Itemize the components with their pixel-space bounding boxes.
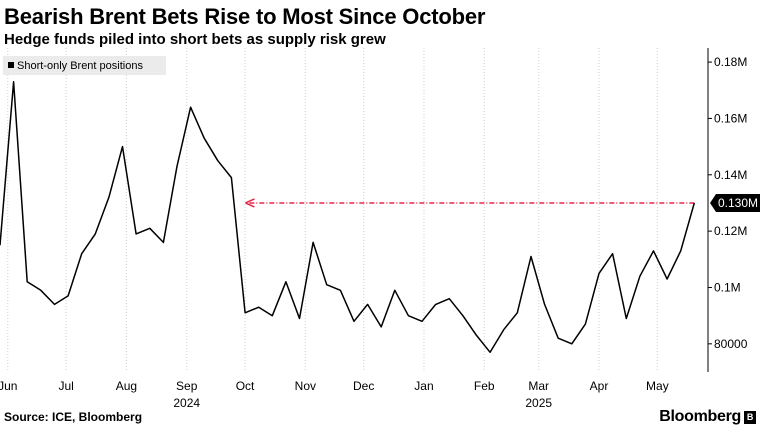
legend-label: Short-only Brent positions <box>17 60 143 72</box>
series-layer <box>0 81 696 354</box>
y-tick-label: 0.16M <box>714 111 747 125</box>
chart-subtitle: Hedge funds piled into short bets as sup… <box>4 31 386 48</box>
axes: Jun Jul Aug Sep Oct Nov Dec Jan Feb Mar Apr May 2024… <box>0 48 760 410</box>
brand-name: Bloomberg <box>659 408 741 425</box>
bloomberg-logo: Bloomberg B <box>659 408 756 426</box>
x-tick-label: Jul <box>58 379 73 393</box>
x-tick-label: Oct <box>236 379 255 393</box>
source-note: Source: ICE, Bloomberg <box>4 410 143 424</box>
annotation-arrowhead <box>245 198 255 208</box>
x-year-label: 2024 <box>173 396 200 410</box>
x-year-label: 2025 <box>525 396 552 410</box>
x-tick-label: Aug <box>116 379 137 393</box>
legend: Short-only Brent positions <box>3 56 166 75</box>
last-value-label: 0.130M <box>718 196 758 210</box>
series-line-short-only-brent <box>0 81 696 354</box>
x-tick-label: Feb <box>474 379 495 393</box>
y-tick-label: 0.14M <box>714 168 747 182</box>
x-tick-label: Sep <box>176 379 198 393</box>
y-tick-label: 80000 <box>714 337 748 351</box>
y-tick-label: 0.1M <box>714 280 741 294</box>
bloomberg-mark-icon: B <box>744 410 756 424</box>
annotation-arrow <box>245 198 695 208</box>
x-tick-label: Jan <box>414 379 433 393</box>
x-tick-label: Apr <box>590 379 609 393</box>
y-tick-label: 0.12M <box>714 224 747 238</box>
legend-box <box>3 56 166 75</box>
y-tick-label: 0.18M <box>714 55 747 69</box>
chart-title: Bearish Brent Bets Rise to Most Since Oc… <box>4 4 486 29</box>
grid-lines <box>7 48 658 372</box>
x-tick-label: Mar <box>528 379 549 393</box>
last-value-badge <box>710 193 760 212</box>
x-tick-label: Nov <box>295 379 316 393</box>
x-tick-label: May <box>646 379 669 393</box>
legend-swatch <box>8 62 14 68</box>
x-tick-label: Dec <box>353 379 374 393</box>
x-tick-label: Jun <box>0 379 17 393</box>
